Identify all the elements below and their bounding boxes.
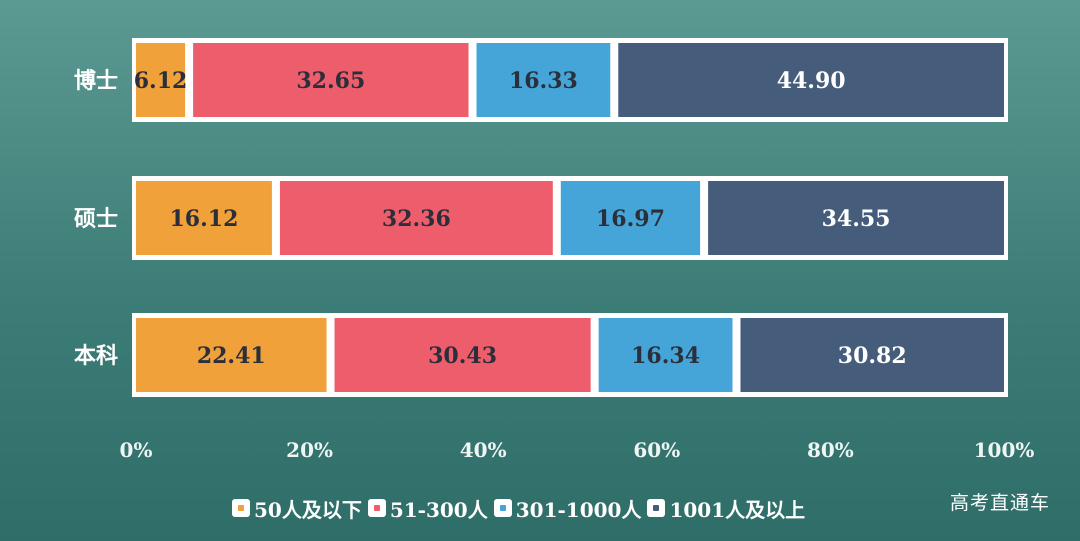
- bar-segment: [708, 181, 1004, 255]
- data-label: 16.12: [170, 206, 239, 232]
- bar-segment: [598, 318, 733, 392]
- x-tick-label: 20%: [286, 438, 333, 462]
- data-label: 16.33: [509, 68, 578, 94]
- bar-segment: [136, 43, 186, 117]
- category-label: 本科: [74, 343, 118, 369]
- legend-swatch: [232, 499, 250, 517]
- legend-item: 51-300人: [367, 494, 488, 523]
- data-label: 32.36: [382, 206, 451, 232]
- legend-label: 50人及以下: [254, 497, 362, 522]
- data-label: 16.97: [596, 206, 665, 232]
- x-tick-label: 80%: [807, 438, 854, 462]
- bar-segment: [136, 318, 327, 392]
- data-label: 44.90: [777, 68, 846, 94]
- bar-segment: [740, 318, 1004, 392]
- category-label: 博士: [74, 68, 118, 94]
- x-tick-label: 100%: [974, 438, 1035, 462]
- bar-segment: [560, 181, 701, 255]
- watermark-text: 高考直通车: [949, 492, 1050, 514]
- legend-item: 1001人及以上: [647, 494, 805, 523]
- data-label: 16.34: [631, 343, 700, 369]
- data-label: 34.55: [822, 206, 891, 232]
- legend-swatch: [493, 499, 512, 517]
- legend: 50人及以下 51-300人 301-1000人 1001人及以上: [232, 492, 805, 524]
- data-label: 32.65: [296, 68, 365, 94]
- bar-segment: [618, 43, 1004, 117]
- bar-segment: [476, 43, 611, 117]
- bar-segment: [136, 181, 272, 255]
- data-label: 22.41: [197, 343, 266, 369]
- data-label: 30.43: [428, 343, 497, 369]
- legend-label: 301-1000人: [515, 497, 642, 522]
- bar-segment: [193, 43, 469, 117]
- legend-label: 1001人及以上: [669, 497, 806, 522]
- data-label: 30.82: [838, 343, 907, 369]
- legend-label: 51-300人: [389, 497, 488, 522]
- bar-segment: [334, 318, 591, 392]
- data-label: 6.12: [134, 68, 188, 94]
- x-tick-label: 60%: [633, 438, 680, 462]
- legend-item: 50人及以下: [232, 494, 362, 523]
- legend-swatch: [367, 499, 386, 517]
- x-tick-label: 0%: [120, 438, 153, 462]
- x-tick-label: 40%: [460, 438, 507, 462]
- bar-segment: [279, 181, 553, 255]
- category-label: 硕士: [74, 206, 118, 232]
- legend-item: 301-1000人: [493, 494, 642, 523]
- legend-swatch: [647, 499, 666, 517]
